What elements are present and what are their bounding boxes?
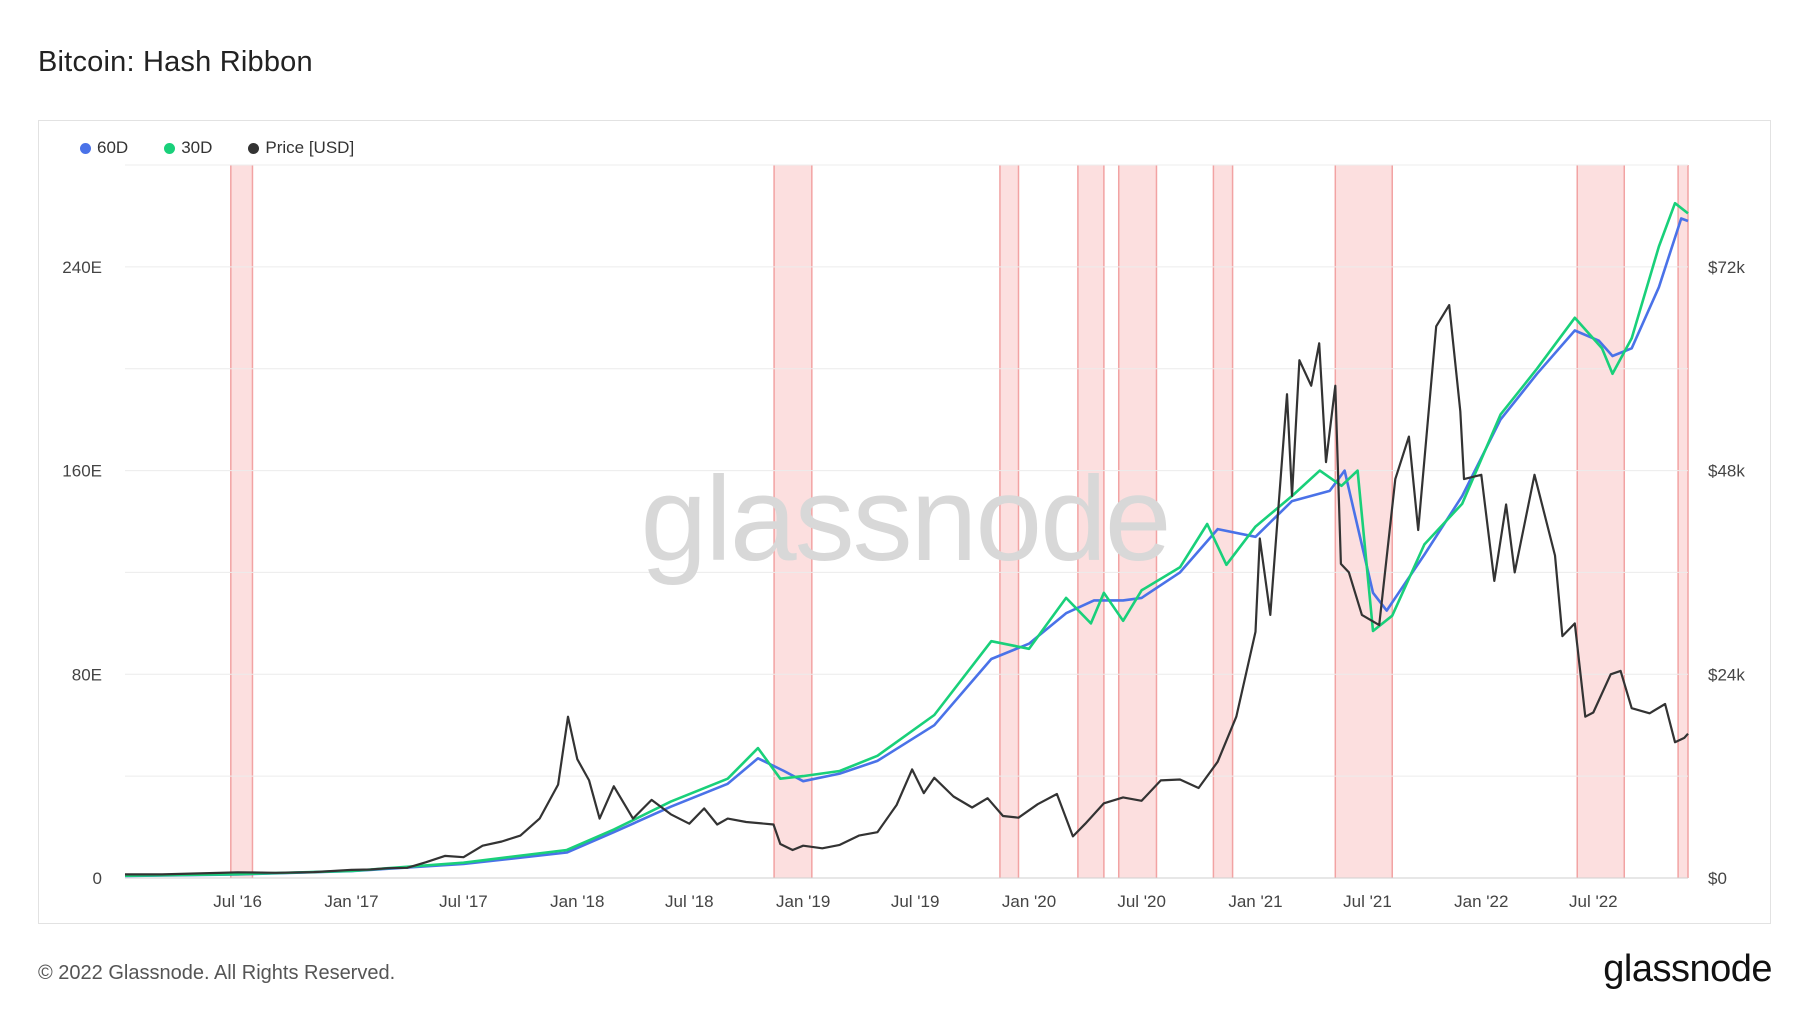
legend-item-30d[interactable]: 30D [164,138,212,158]
capitulation-band-1 [774,165,812,878]
x-tick-label: Jan '20 [1002,892,1056,911]
y-left-tick-label: 80E [72,665,102,684]
x-tick-label: Jan '22 [1454,892,1508,911]
x-tick-label: Jan '19 [776,892,830,911]
series-line-30d [124,201,1689,877]
footer-copyright: © 2022 Glassnode. All Rights Reserved. [38,962,396,984]
x-tick-label: Jan '17 [324,892,378,911]
capitulation-band-8 [1678,165,1688,878]
legend-item-price[interactable]: Price [USD] [248,138,354,158]
x-tick-label: Jul '19 [891,892,940,911]
y-left-tick-label: 240E [62,258,102,277]
legend-dot-price [248,142,260,154]
legend-label-60d: 60D [97,138,129,157]
y-right-tick-label: $0 [1708,869,1727,888]
series-lines [124,201,1689,878]
legend-dot-60d [80,142,91,154]
capitulation-band-5 [1213,165,1233,878]
x-tick-label: Jul '18 [665,892,714,911]
y-right-tick-label: $72k [1708,258,1745,277]
series-line-60d [124,217,1689,878]
chart-frame [38,120,1771,924]
x-tick-label: Jul '21 [1343,892,1392,911]
legend: 60D 30D Price [USD] [80,138,354,158]
legend-dot-30d [164,142,176,154]
legend-item-60d[interactable]: 60D [80,138,128,158]
watermark: glassnode [640,452,1169,586]
legend-label-price: Price [USD] [265,138,355,157]
axis-labels: Jul '16 Jan '17 Jul '17 Jan '18 Jul '18 Jan '… [62,258,1745,911]
y-right-tick-label: $24k [1708,665,1745,684]
page-title: Bitcoin: Hash Ribbon [38,46,313,78]
y-left-tick-label: 0 [93,869,102,888]
capitulation-band-7 [1577,165,1625,878]
capitulation-bands [230,165,1689,878]
grid-lines [125,164,1688,879]
glassnode-logo[interactable]: glassnode [1603,948,1772,990]
legend-label-30d: 30D [181,138,213,157]
x-tick-label: Jul '22 [1569,892,1618,911]
x-tick-label: Jul '20 [1117,892,1166,911]
capitulation-band-2 [999,165,1019,878]
x-tick-label: Jan '18 [550,892,604,911]
capitulation-band-0 [230,165,253,878]
x-tick-label: Jul '17 [439,892,488,911]
x-tick-label: Jan '21 [1228,892,1282,911]
y-left-tick-label: 160E [62,462,102,481]
series-line-price-usd [125,304,1689,876]
capitulation-band-3 [1077,165,1104,878]
y-right-tick-label: $48k [1708,462,1745,481]
x-tick-label: Jul '16 [213,892,262,911]
capitulation-band-4 [1118,165,1157,878]
